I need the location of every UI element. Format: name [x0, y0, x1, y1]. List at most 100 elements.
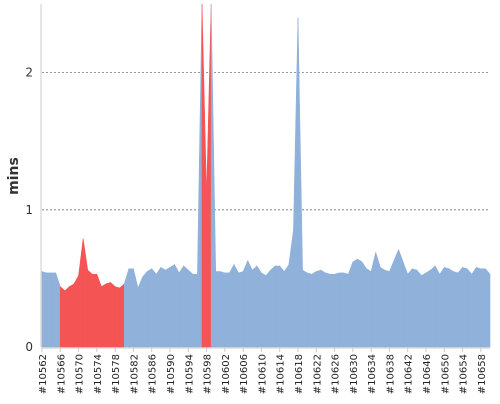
build-area: [448, 268, 454, 348]
x-tick-labels: #10562 #10566 #10570 #10574 #10578 #10582 #105…: [38, 348, 488, 394]
build-area: [137, 276, 143, 348]
failed-build-area: [59, 285, 66, 348]
build-area: [293, 17, 299, 348]
build-area: [434, 264, 441, 348]
x-tick-label: #10562: [38, 354, 49, 394]
x-tick-label: #10626: [331, 354, 342, 394]
build-area: [41, 271, 47, 348]
x-tick-label: #10638: [385, 354, 396, 394]
x-tick-label: #10654: [459, 354, 470, 394]
build-area: [256, 265, 262, 348]
build-area: [46, 272, 52, 348]
x-tick-label: #10610: [257, 354, 268, 394]
build-area: [421, 272, 427, 348]
failed-build-area: [91, 273, 98, 348]
x-tick-label: #10566: [56, 354, 67, 394]
x-tick-label: #10614: [276, 354, 287, 394]
y-tick-label: 0: [25, 340, 33, 354]
failed-build-area: [96, 274, 102, 348]
x-tick-label: #10590: [166, 354, 177, 394]
build-area: [155, 266, 162, 348]
x-tick-label: #10618: [294, 354, 305, 394]
build-area: [366, 268, 372, 348]
build-area: [123, 268, 130, 348]
build-area: [347, 261, 354, 348]
x-tick-label: #10574: [93, 354, 104, 394]
build-area: [146, 268, 153, 348]
build-area: [160, 266, 166, 348]
failed-build-area: [114, 286, 121, 348]
build-area: [50, 272, 57, 348]
y-tick-label: 1: [25, 203, 33, 217]
failed-build-area: [105, 282, 111, 348]
build-area: [416, 269, 422, 348]
build-area: [402, 261, 409, 348]
build-area: [466, 267, 473, 348]
x-tick-label: #10598: [203, 354, 214, 394]
build-area: [393, 249, 399, 348]
x-tick-label: #10630: [349, 354, 360, 394]
build-area: [439, 266, 445, 348]
failed-build-area: [119, 283, 125, 348]
build-area: [229, 263, 235, 348]
build-area: [238, 271, 244, 348]
build-area: [55, 272, 61, 348]
build-area: [384, 269, 390, 348]
x-tick-label: #10606: [239, 354, 250, 394]
build-area: [315, 269, 322, 348]
build-area: [334, 272, 340, 348]
build-area: [325, 272, 331, 348]
x-tick-label: #10634: [367, 354, 378, 394]
build-area: [370, 252, 377, 348]
build-area: [297, 17, 303, 348]
x-tick-label: #10646: [422, 354, 433, 394]
y-tick-label: 2: [25, 66, 33, 80]
build-area: [453, 271, 459, 348]
axes: [40, 4, 490, 349]
build-area: [169, 264, 175, 348]
build-area: [197, 3, 203, 348]
build-area: [270, 265, 276, 348]
build-area: [471, 266, 477, 348]
build-area: [251, 265, 258, 348]
build-area: [462, 267, 468, 348]
build-area: [480, 268, 486, 348]
build-area: [343, 272, 349, 348]
build-area: [165, 266, 171, 348]
build-area: [361, 260, 367, 348]
build-area: [329, 273, 335, 348]
failed-build-area: [206, 3, 212, 348]
failed-build-area: [73, 274, 79, 348]
build-area: [192, 273, 198, 348]
build-area: [215, 271, 221, 348]
build-area: [279, 265, 285, 348]
build-area: [274, 265, 281, 348]
build-area: [261, 272, 267, 348]
build-area: [302, 269, 308, 348]
build-area: [247, 260, 253, 348]
failed-build-area: [64, 285, 70, 348]
build-area: [306, 272, 313, 348]
x-tick-label: #10594: [184, 354, 195, 394]
build-area: [443, 267, 450, 348]
build-area: [242, 260, 249, 348]
build-area: [224, 272, 230, 348]
x-tick-label: #10578: [111, 354, 122, 394]
x-tick-label: #10582: [129, 354, 140, 394]
build-area: [174, 263, 180, 348]
build-area: [457, 266, 463, 348]
build-area: [357, 258, 363, 348]
build-area: [398, 249, 404, 348]
build-area: [475, 267, 482, 348]
x-tick-label: #10570: [75, 354, 86, 394]
build-area: [151, 267, 157, 348]
build-area: [233, 263, 239, 348]
build-area: [407, 267, 413, 348]
build-area: [485, 267, 491, 348]
build-area: [219, 271, 226, 348]
build-area: [311, 271, 317, 348]
plot-area: [41, 3, 491, 348]
build-area: [375, 252, 381, 348]
